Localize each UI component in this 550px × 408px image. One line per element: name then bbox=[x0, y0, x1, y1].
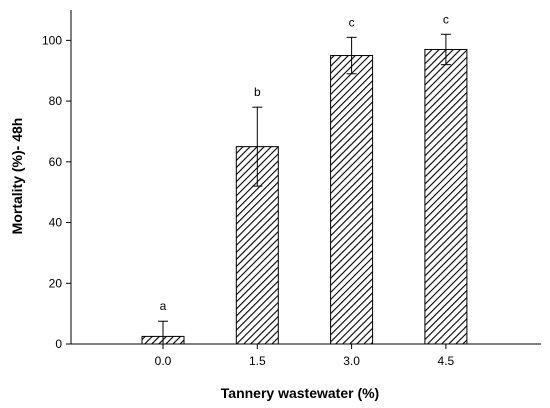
y-axis-title: Mortality (%)- 48h bbox=[9, 118, 25, 235]
y-tick-label: 60 bbox=[49, 155, 63, 169]
bar-1.5 bbox=[235, 146, 279, 345]
x-tick-label: 0.0 bbox=[155, 354, 172, 368]
significance-label-3.0: c bbox=[349, 15, 355, 29]
significance-label-1.5: b bbox=[254, 85, 261, 99]
x-tick-label: 3.0 bbox=[343, 354, 360, 368]
y-tick-label: 100 bbox=[42, 33, 62, 47]
x-tick-label: 4.5 bbox=[438, 354, 455, 368]
bar-3.0 bbox=[330, 55, 374, 345]
y-tick-label: 80 bbox=[49, 94, 63, 108]
x-tick-label: 1.5 bbox=[249, 354, 266, 368]
y-ticks-group: 0 20 40 60 80 100 bbox=[42, 33, 71, 351]
significance-label-4.5: c bbox=[443, 12, 449, 26]
x-axis-title: Tannery wastewater (%) bbox=[221, 385, 379, 401]
significance-label-0.0: a bbox=[160, 299, 167, 313]
significance-labels-group: a b c c bbox=[160, 12, 449, 313]
y-tick-label: 0 bbox=[55, 337, 62, 351]
y-tick-label: 40 bbox=[49, 216, 63, 230]
bars-group bbox=[141, 48, 468, 345]
x-ticks-group: 0.0 1.5 3.0 4.5 bbox=[155, 344, 455, 368]
error-bars-group bbox=[158, 33, 451, 344]
y-tick-label: 20 bbox=[49, 276, 63, 290]
bar-4.5 bbox=[424, 48, 468, 345]
